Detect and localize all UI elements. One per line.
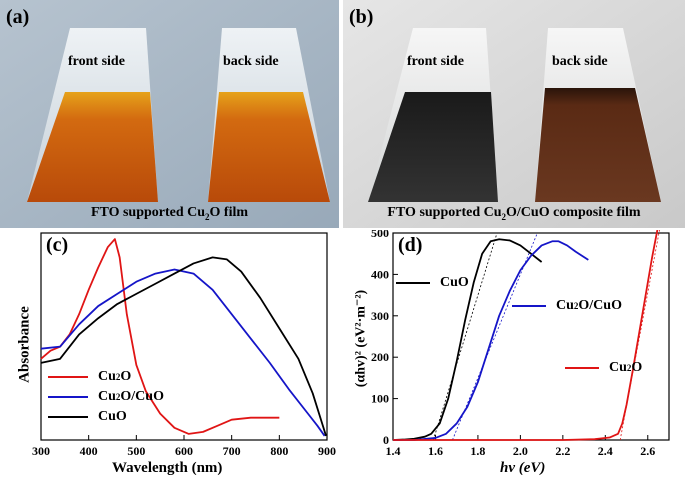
panel-label-a: (a): [6, 6, 30, 28]
caption-b: FTO supported Cu2O/CuO composite film: [387, 205, 641, 222]
y-tick-label: 200: [371, 350, 389, 364]
plot-frame: [392, 232, 670, 441]
x-tick-label: 500: [127, 444, 145, 458]
chart-c-xlabel: Wavelength (nm): [112, 460, 223, 476]
photo-panel-b: [343, 0, 685, 228]
x-tick-label: 2.2: [555, 444, 570, 458]
x-tick-label: 2.4: [598, 444, 613, 458]
series-line: [393, 240, 589, 441]
y-tick-label: 400: [371, 267, 389, 281]
x-tick-label: 300: [32, 444, 50, 458]
x-tick-label: 400: [80, 444, 98, 458]
chart-c-legend: Cu 2 O Cu 2 O/CuO CuO: [48, 367, 164, 427]
film-text-right-a: back side: [223, 54, 279, 69]
legend-item-composite: Cu 2 O/CuO: [48, 387, 164, 407]
film-text-right-b: back side: [552, 54, 608, 69]
x-tick-label: 1.8: [470, 444, 485, 458]
photo-panel-a: [0, 0, 339, 228]
chart-d: 1.4 1.6 1.8 2.0 2.2 2.4 2.6 0 100 200 300 400 500: [371, 230, 670, 458]
x-tick-label: 1.4: [386, 444, 401, 458]
x-tick-label: 900: [318, 444, 336, 458]
photo-a-drawing: [0, 0, 339, 228]
panel-label-b: (b): [349, 6, 374, 28]
x-tick-label: 800: [270, 444, 288, 458]
legend-item-cu2o: Cu 2 O: [48, 367, 164, 387]
chart-d-xlabel: hv (eV): [500, 460, 546, 476]
x-tick-label: 1.6: [428, 444, 443, 458]
series-line: [392, 238, 543, 441]
legend-item-cuo: CuO: [48, 407, 164, 427]
film-text-left-a: front side: [68, 54, 125, 69]
y-tick-label: 500: [371, 230, 389, 240]
tangent-line: [452, 232, 538, 441]
x-tick-label: 700: [223, 444, 241, 458]
panel-label-c: (c): [46, 234, 69, 256]
chart-c: 300 400 500 600 700 800 900: [32, 232, 336, 458]
series-line: [40, 238, 280, 435]
x-tick-label: 2.6: [640, 444, 655, 458]
panel-label-d: (d): [398, 234, 423, 256]
chart-d-label-cuo: CuO: [396, 273, 469, 293]
photo-b-drawing: [343, 0, 685, 228]
chart-d-label-composite: Cu 2 O/CuO: [512, 296, 622, 316]
y-tick-label: 300: [371, 309, 389, 323]
x-tick-label: 2.0: [513, 444, 528, 458]
y-tick-label: 0: [383, 433, 389, 447]
y-tick-label: 100: [371, 392, 389, 406]
x-tick-label: 600: [175, 444, 193, 458]
caption-a: FTO supported Cu2O film: [90, 205, 249, 222]
film-text-left-b: front side: [407, 54, 464, 69]
series-line: [393, 230, 659, 441]
chart-d-label-cu2o: Cu 2 O: [565, 358, 642, 378]
tangent-line: [432, 232, 498, 441]
series-line: [40, 256, 327, 437]
series-line: [40, 268, 326, 437]
